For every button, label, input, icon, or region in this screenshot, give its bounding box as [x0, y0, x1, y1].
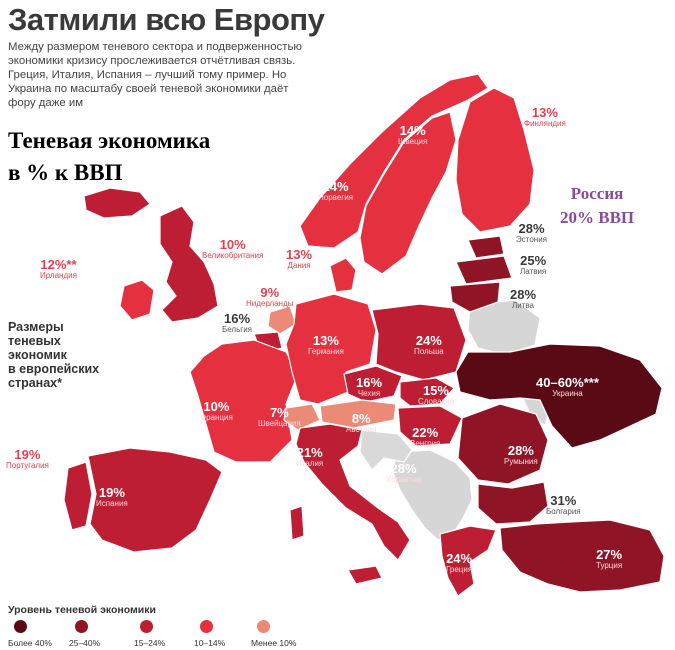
- country-croatia: [359, 429, 413, 471]
- country-finland: [455, 87, 535, 233]
- country-norway: [299, 73, 489, 249]
- label-uk: 10% Великобритания: [202, 237, 264, 260]
- overlay-title-line-2: в % к ВВП: [8, 160, 123, 185]
- label-germany: 13% Германия: [308, 333, 344, 356]
- country-ukraine: [455, 343, 663, 449]
- country-ireland: [119, 279, 155, 321]
- label-romania: 28% Румыния: [504, 443, 538, 466]
- label-estonia: 28% Эстония: [516, 221, 547, 244]
- legend-swatch: [200, 620, 213, 633]
- label-netherlands: 9% Нидерланды: [246, 285, 294, 308]
- label-greece: 24% Греция: [446, 551, 473, 574]
- label-belgium: 16% Бельгия: [222, 311, 252, 334]
- label-spain: 19% Испания: [96, 485, 128, 508]
- country-poland: [371, 303, 467, 381]
- label-hungary: 22% Венгрия: [410, 425, 441, 448]
- side-note-line-4: в европейских: [8, 362, 100, 376]
- label-ukraine: 40–60%*** Украина: [536, 375, 599, 398]
- russia-note-line-1: Россия: [570, 184, 624, 203]
- legend-swatch: [75, 620, 88, 633]
- overlay-title: Теневая экономика в % к ВВП: [8, 125, 210, 189]
- country-italy-sardinia: [289, 505, 305, 541]
- country-italy: [295, 423, 411, 561]
- label-finland: 13% Финляндия: [524, 105, 566, 128]
- country-uk: [159, 205, 219, 323]
- legend-label: Более 40%: [8, 638, 52, 648]
- label-poland: 24% Польша: [414, 333, 444, 356]
- label-switzerland: 7% Швейцария: [258, 405, 301, 428]
- label-czech: 16% Чехия: [356, 375, 383, 398]
- side-note-line-3: экономик: [8, 348, 67, 362]
- label-turkey: 27% Турция: [596, 547, 623, 570]
- country-portugal: [63, 461, 93, 531]
- country-denmark: [329, 257, 357, 293]
- page-title: Затмили всю Европу: [8, 2, 325, 37]
- legend-swatch: [140, 620, 153, 633]
- label-lithuania: 28% Литва: [510, 287, 537, 310]
- country-sweden: [359, 111, 457, 275]
- label-italy: 21% Италия: [296, 445, 324, 468]
- side-note-line-1: Размеры: [8, 320, 64, 334]
- legend-swatch: [257, 620, 270, 633]
- country-austria: [319, 399, 397, 429]
- country-lithuania: [449, 281, 501, 313]
- country-greece: [439, 525, 497, 597]
- label-croatia: 28% Хорватия: [386, 461, 422, 484]
- legend-label: 15–24%: [134, 638, 166, 648]
- side-note-line-2: теневых: [8, 334, 61, 348]
- country-switzerland: [283, 403, 321, 431]
- label-slovakia: 15% Словакия: [418, 383, 454, 406]
- country-latvia: [455, 255, 513, 285]
- russia-note: Россия 20% ВВП: [560, 182, 634, 230]
- country-italy-sicily: [347, 565, 383, 585]
- country-netherlands: [267, 305, 297, 335]
- side-note: Размеры теневых экономик в европейских с…: [8, 320, 99, 390]
- country-romania: [457, 403, 549, 485]
- russia-note-line-2: 20% ВВП: [560, 208, 635, 227]
- label-denmark: 13% Дания: [286, 247, 313, 270]
- legend-swatch: [14, 620, 27, 633]
- label-sweden: 14% Швеция: [398, 123, 428, 146]
- label-bulgaria: 31% Болгария: [546, 493, 581, 516]
- label-latvia: 25% Латвия: [520, 253, 547, 276]
- country-slovakia: [399, 377, 455, 407]
- label-austria: 8% Австрия: [346, 411, 377, 434]
- legend-label: 10–14%: [194, 638, 226, 648]
- label-portugal: 19% Португалия: [6, 447, 49, 470]
- overlay-title-line-1: Теневая экономика: [8, 128, 211, 153]
- page-subtitle: Между размером теневого сектора и подвер…: [8, 41, 302, 109]
- country-bulgaria: [477, 481, 549, 525]
- side-note-line-5: странах*: [8, 376, 62, 390]
- label-france: 10% Франция: [200, 399, 233, 422]
- legend-title: Уровень теневой экономики: [8, 604, 156, 616]
- country-spain: [87, 447, 223, 553]
- country-hungary: [397, 405, 463, 447]
- country-estonia: [467, 235, 505, 259]
- country-turkey: [499, 519, 665, 593]
- label-norway: 14% Норвегия: [318, 179, 354, 202]
- country-czech: [343, 365, 403, 403]
- legend-label: Менее 10%: [251, 638, 297, 648]
- label-ireland: 12%** Ирландия: [40, 257, 77, 280]
- country-iceland: [83, 187, 151, 219]
- legend-label: 25–40%: [69, 638, 101, 648]
